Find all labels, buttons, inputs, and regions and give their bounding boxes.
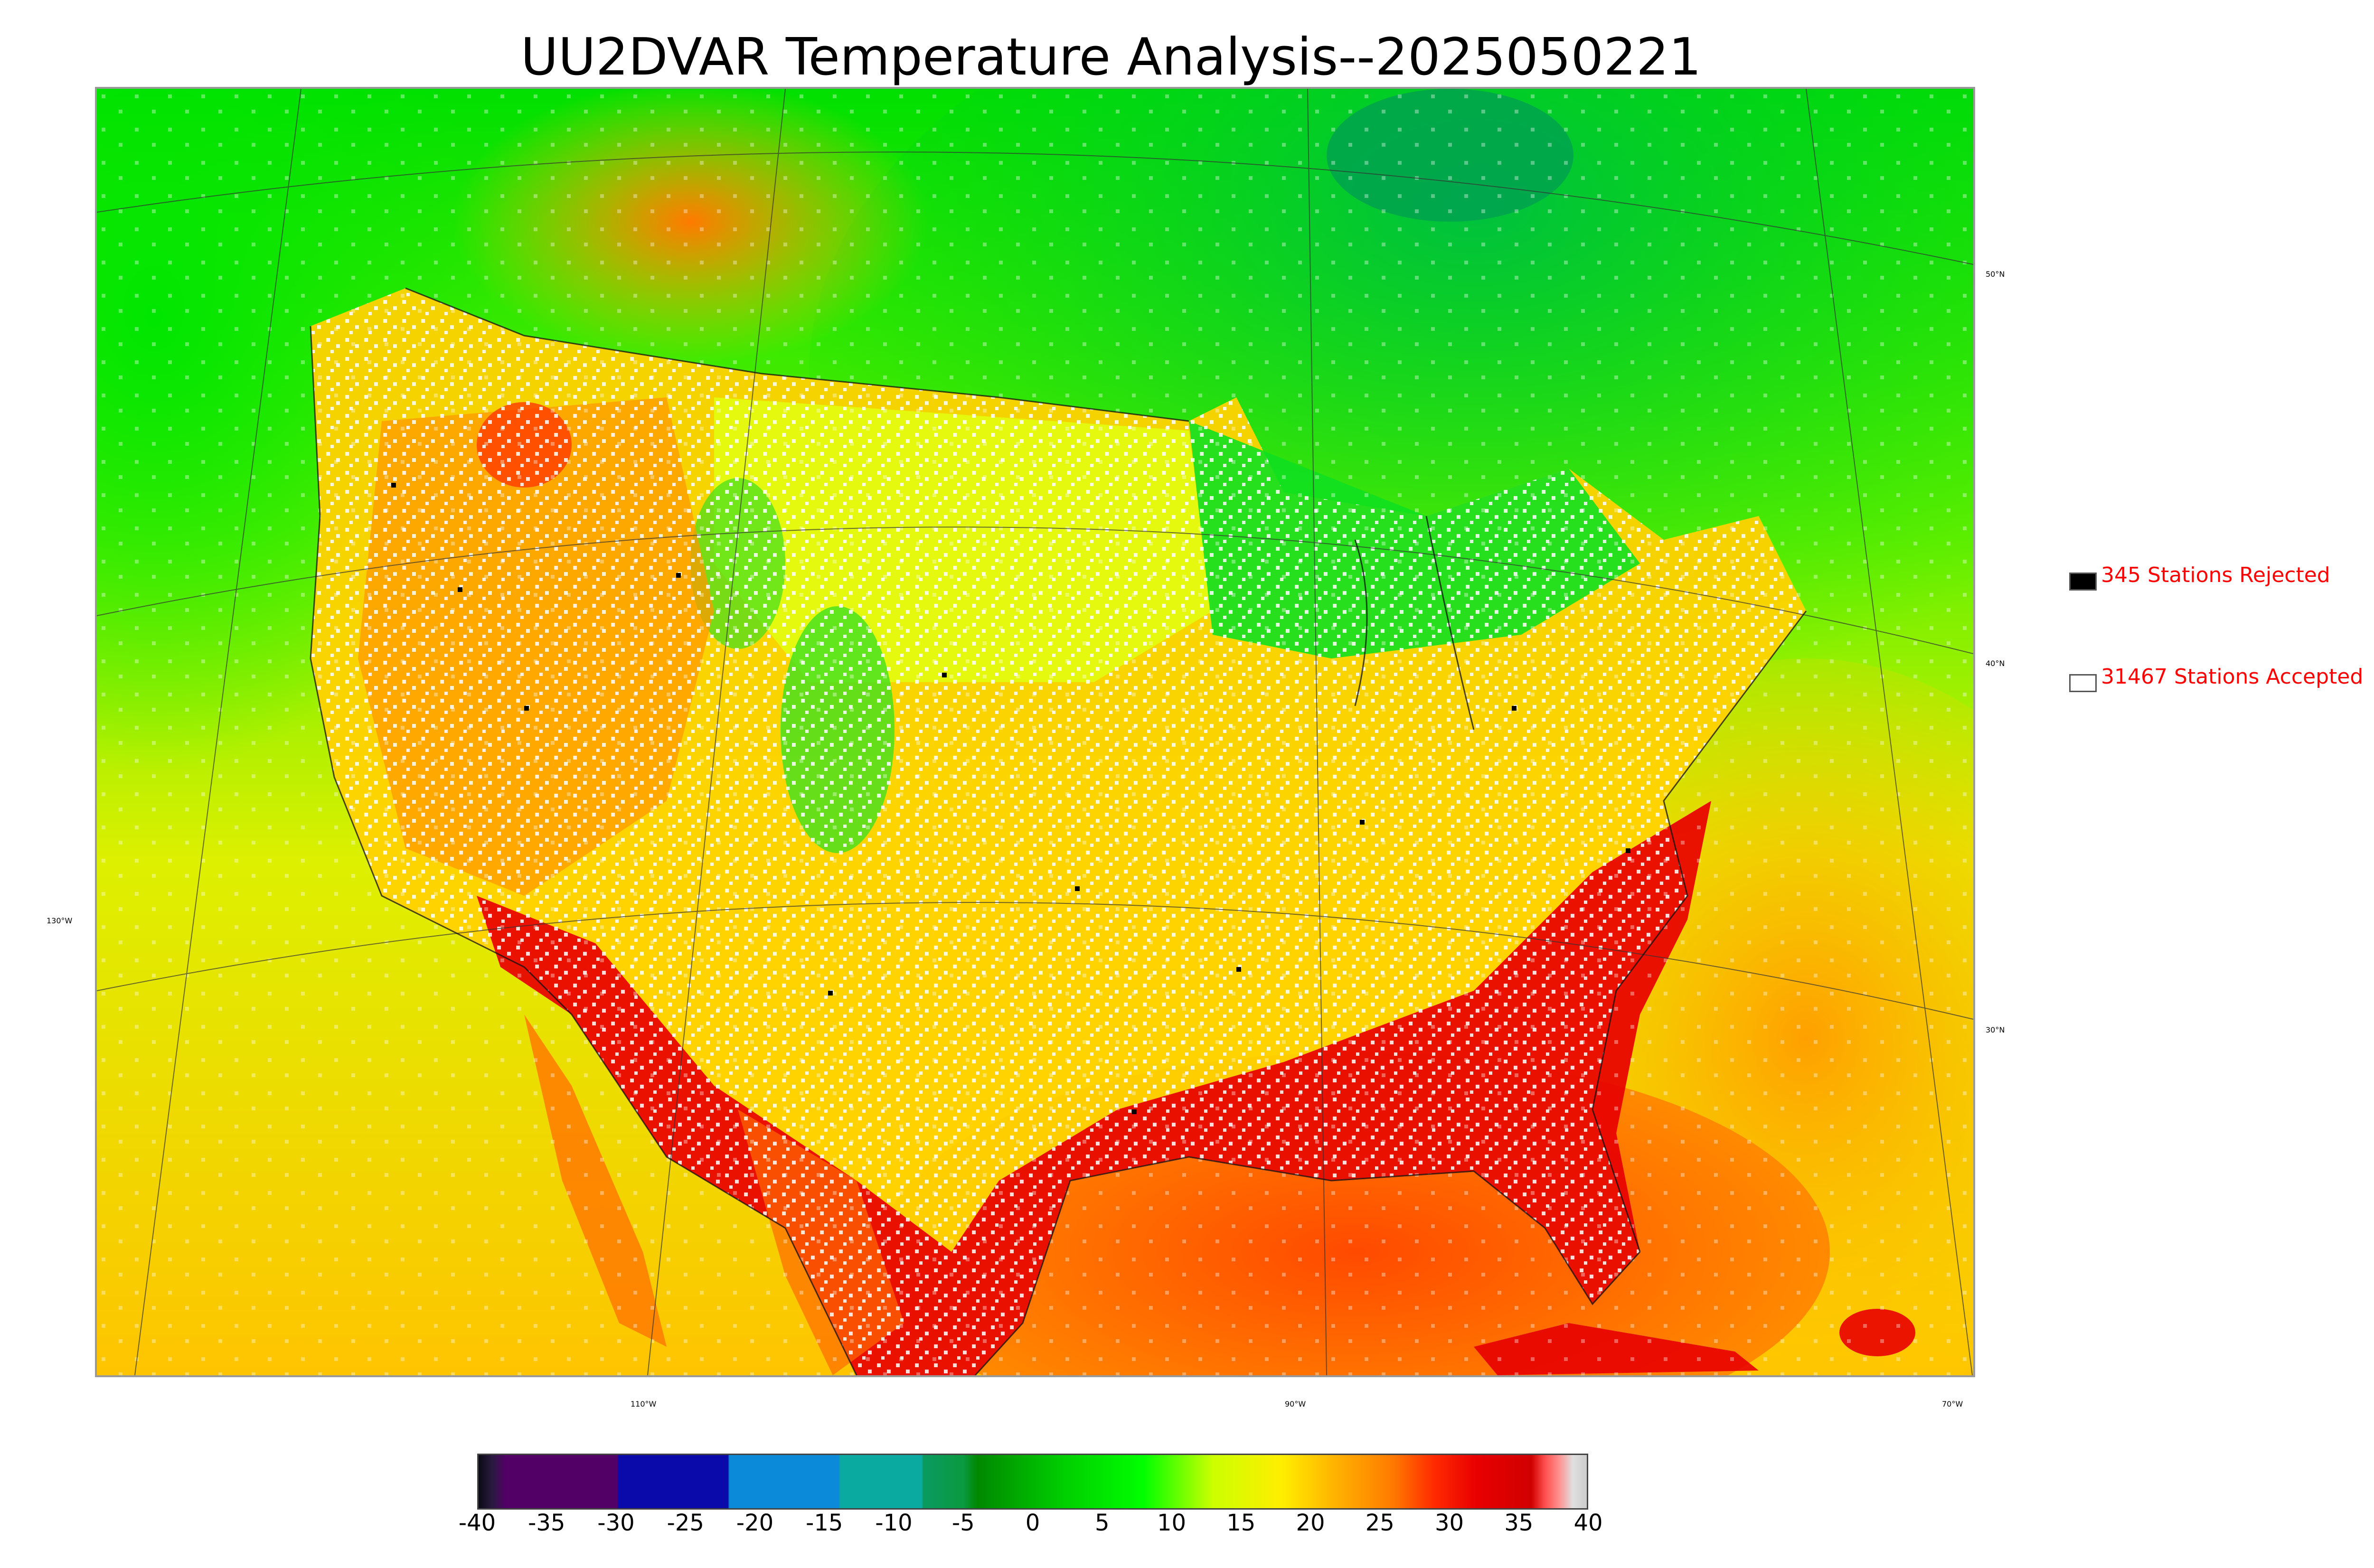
colorbar-tick-label: -40 bbox=[458, 1510, 496, 1536]
colorbar-tick-label: 5 bbox=[1094, 1510, 1110, 1536]
colorbar-tick-label: 0 bbox=[1025, 1510, 1040, 1536]
colorbar-tick-label: 30 bbox=[1434, 1510, 1464, 1536]
lon-label-130w: 130°W bbox=[47, 916, 73, 925]
accepted-legend-label: 31467 Stations Accepted bbox=[2101, 665, 2364, 689]
temperature-colorbar bbox=[477, 1454, 1588, 1510]
chart-title: UU2DVAR Temperature Analysis--2025050221 bbox=[520, 28, 1702, 87]
colorbar-tick-label: -10 bbox=[875, 1510, 913, 1536]
lon-label-110w: 110°W bbox=[631, 1399, 657, 1408]
colorbar-tick-label: -35 bbox=[528, 1510, 565, 1536]
lat-label-50n: 50°N bbox=[1986, 270, 2005, 279]
lat-label-40n: 40°N bbox=[1986, 659, 2005, 668]
colorbar-tick-label: 40 bbox=[1573, 1510, 1603, 1536]
colorbar-tick-label: -25 bbox=[667, 1510, 704, 1536]
temperature-analysis-map bbox=[95, 87, 1975, 1377]
lat-label-30n: 30°N bbox=[1986, 1025, 2005, 1034]
lon-label-70w: 70°W bbox=[1942, 1399, 1963, 1408]
colorbar-tick-label: 10 bbox=[1157, 1510, 1187, 1536]
colorbar-tick-label: -15 bbox=[806, 1510, 843, 1536]
lon-label-90w: 90°W bbox=[1285, 1399, 1306, 1408]
colorbar-tick-label: 20 bbox=[1296, 1510, 1325, 1536]
colorbar-tick-label: -5 bbox=[951, 1510, 975, 1536]
colorbar-gradient bbox=[479, 1455, 1587, 1508]
rejected-stations bbox=[391, 483, 1630, 1114]
colorbar-tick-label: 35 bbox=[1504, 1510, 1534, 1536]
boundaries bbox=[310, 287, 1807, 1375]
rejected-legend-label: 345 Stations Rejected bbox=[2101, 563, 2330, 587]
accepted-legend-swatch bbox=[2069, 674, 2097, 692]
colorbar-tick-label: 15 bbox=[1226, 1510, 1256, 1536]
colorbar-tick-label: -30 bbox=[597, 1510, 635, 1536]
colorbar-tick-label: -20 bbox=[736, 1510, 774, 1536]
colorbar-tick-label: 25 bbox=[1365, 1510, 1394, 1536]
map-canvas bbox=[97, 89, 1973, 1375]
graticule bbox=[97, 89, 1973, 1375]
rejected-legend-swatch bbox=[2069, 573, 2097, 591]
